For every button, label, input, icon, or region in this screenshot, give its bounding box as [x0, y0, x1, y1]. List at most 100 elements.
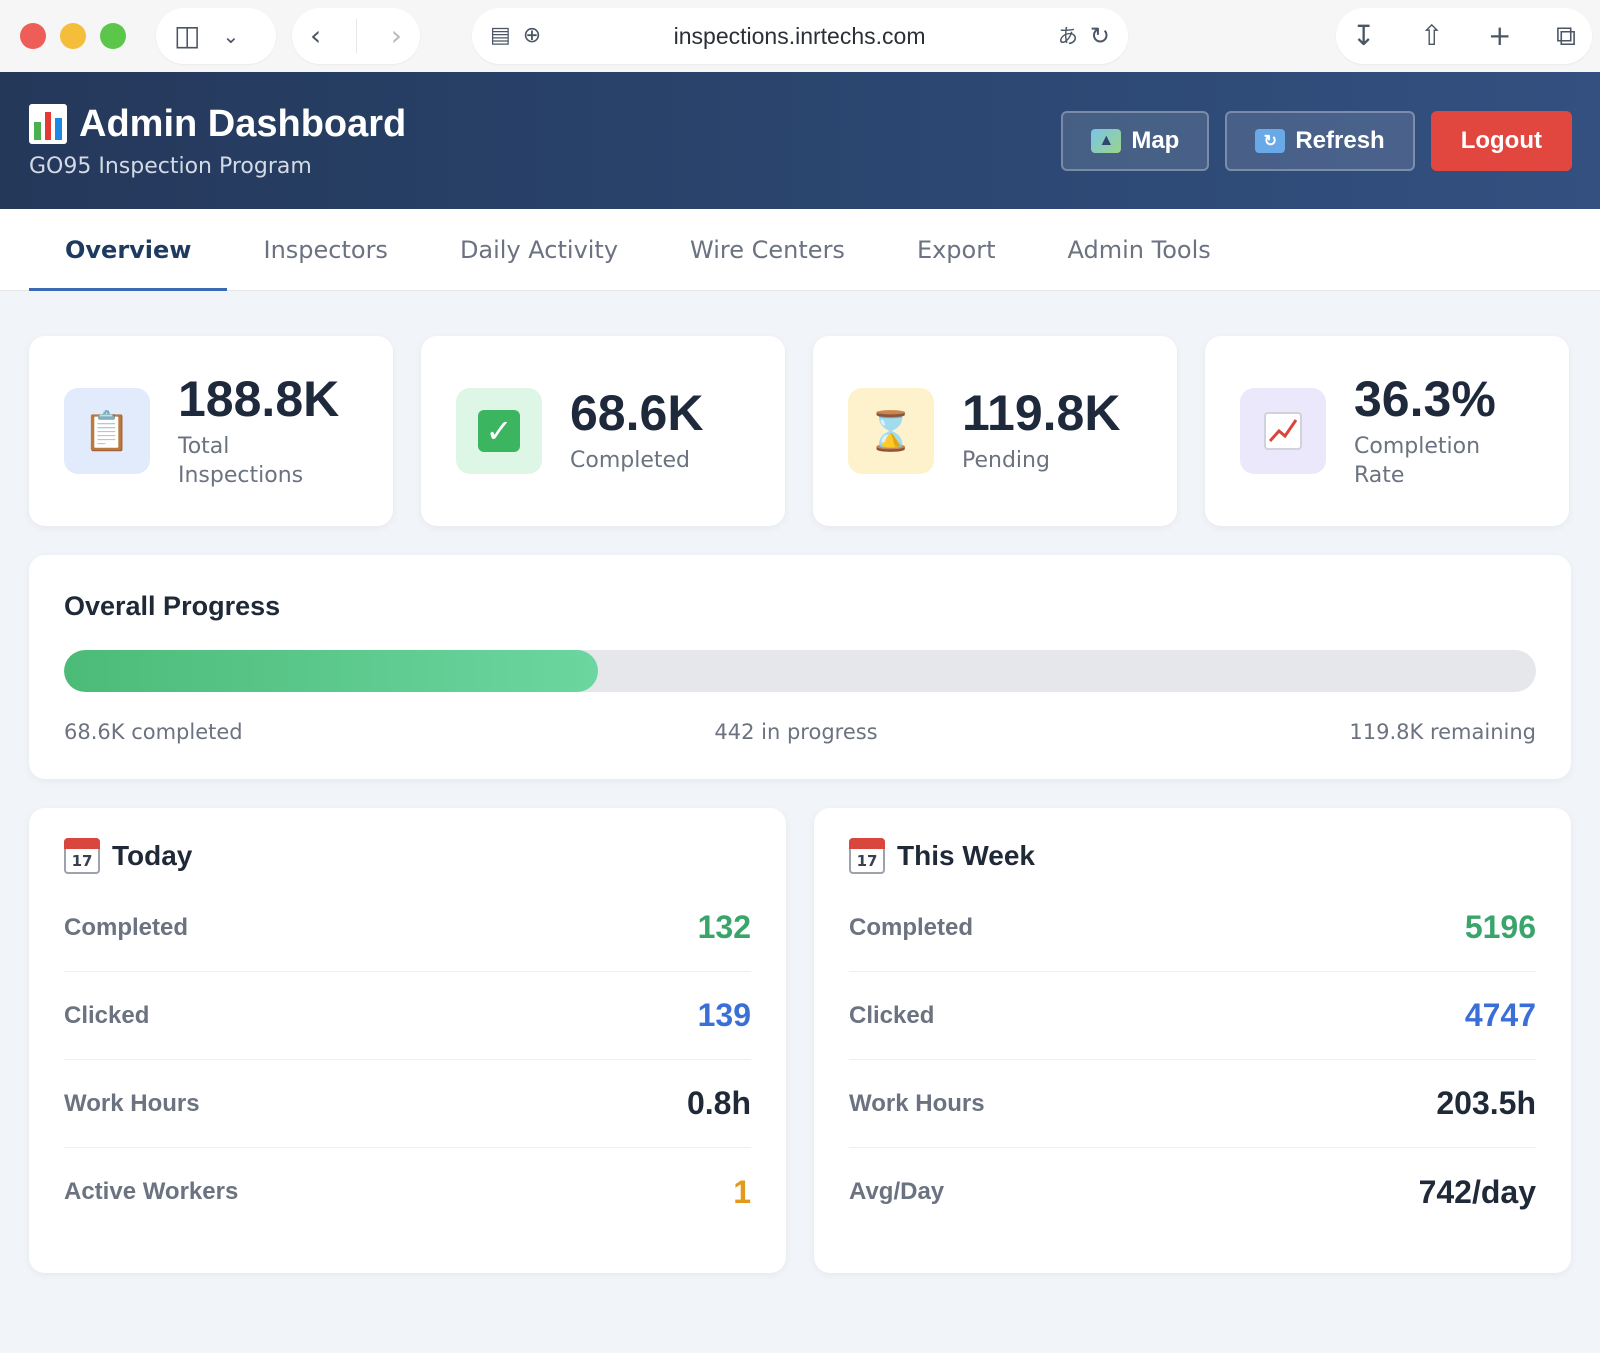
- refresh-button[interactable]: ↻ Refresh: [1225, 110, 1415, 171]
- logout-button[interactable]: Logout: [1430, 110, 1572, 171]
- overall-progress-card: Overall Progress 68.6K completed 442 in …: [29, 555, 1571, 779]
- tab-wire-centers[interactable]: Wire Centers: [690, 235, 845, 264]
- tab-admin-tools[interactable]: Admin Tools: [1067, 235, 1211, 264]
- week-row: Clicked 4747: [849, 972, 1536, 1060]
- check-mark-icon: ✓: [456, 388, 542, 474]
- week-title: This Week: [897, 840, 1035, 871]
- calendar-icon: 17: [849, 838, 885, 874]
- refresh-icon: ↻: [1255, 128, 1286, 153]
- map-button-label: Map: [1131, 126, 1180, 154]
- week-row-label: Avg/Day: [849, 1178, 945, 1205]
- week-row-value: 4747: [1464, 997, 1536, 1033]
- chevron-down-icon[interactable]: ⌄: [222, 24, 240, 48]
- stat-value: 188.8K: [178, 370, 340, 427]
- nav-divider: [355, 19, 357, 53]
- browser-actions: ↧ ⇧ + ⧉: [1336, 8, 1592, 64]
- address-bar[interactable]: ▤ ⊕ inspections.inrtechs.com あ ↻: [472, 8, 1128, 64]
- forward-icon[interactable]: ›: [390, 19, 402, 52]
- week-row-value: 5196: [1464, 909, 1536, 945]
- today-row-value: 1: [733, 1173, 751, 1210]
- week-row-value: 742/day: [1418, 1173, 1536, 1210]
- clipboard-icon: 📋: [64, 388, 150, 474]
- minimize-window-button[interactable]: [60, 23, 86, 49]
- app-header: Admin Dashboard GO95 Inspection Program …: [0, 72, 1600, 209]
- calendar-icon: 17: [64, 838, 100, 874]
- stats-row: 📋 188.8K Total Inspections ✓ 68.6K Compl…: [0, 291, 1600, 526]
- url-text[interactable]: inspections.inrtechs.com: [673, 22, 926, 49]
- tab-overview-icon[interactable]: ⧉: [1556, 19, 1576, 52]
- close-window-button[interactable]: [20, 23, 46, 49]
- progress-title: Overall Progress: [64, 591, 281, 621]
- reload-icon[interactable]: ↻: [1089, 22, 1110, 50]
- stat-card-completed: ✓ 68.6K Completed: [421, 336, 785, 526]
- progress-legend: 68.6K completed 442 in progress 119.8K r…: [64, 720, 1536, 744]
- week-row: Completed 5196: [849, 884, 1536, 972]
- progress-track: [64, 650, 1536, 692]
- today-row-label: Completed: [64, 913, 189, 941]
- stat-label: Completion Rate: [1354, 433, 1481, 488]
- stat-value: 36.3%: [1354, 370, 1496, 427]
- today-row-label: Active Workers: [64, 1178, 239, 1205]
- stat-card-rate: 36.3% Completion Rate: [1205, 336, 1569, 526]
- translate-icon[interactable]: あ: [1057, 24, 1078, 48]
- today-row: Completed 132: [64, 884, 751, 972]
- sidebar-icon[interactable]: ◫: [174, 19, 201, 52]
- window-controls: [20, 23, 126, 49]
- stat-card-pending: ⌛ 119.8K Pending: [813, 336, 1177, 526]
- week-row: Avg/Day 742/day: [849, 1148, 1536, 1236]
- today-row: Work Hours 0.8h: [64, 1060, 751, 1148]
- download-icon[interactable]: ↧: [1352, 19, 1376, 52]
- add-extension-icon[interactable]: ⊕: [522, 23, 542, 48]
- progress-fill: [64, 650, 599, 692]
- week-row: Work Hours 203.5h: [849, 1060, 1536, 1148]
- back-icon[interactable]: ‹: [310, 19, 322, 52]
- today-row-value: 139: [697, 997, 751, 1033]
- chart-up-icon: [1240, 388, 1326, 474]
- progress-remaining-text: 119.8K remaining: [1349, 720, 1536, 744]
- today-row-label: Work Hours: [64, 1089, 200, 1117]
- map-icon: ▲: [1091, 128, 1122, 153]
- stat-label: Pending: [962, 448, 1050, 474]
- week-row-label: Completed: [849, 913, 974, 941]
- today-row-value: 0.8h: [686, 1085, 751, 1121]
- header-actions: ▲ Map ↻ Refresh Logout: [1061, 110, 1572, 171]
- stat-label: Completed: [570, 448, 690, 474]
- map-button[interactable]: ▲ Map: [1061, 110, 1210, 171]
- week-card: 17 This Week Completed 5196 Clicked 4747 Wor…: [814, 808, 1571, 1273]
- page-subtitle: GO95 Inspection Program: [29, 153, 312, 179]
- stat-value: 119.8K: [962, 385, 1121, 442]
- today-row: Active Workers 1: [64, 1148, 751, 1236]
- today-row: Clicked 139: [64, 972, 751, 1060]
- zoom-window-button[interactable]: [100, 23, 126, 49]
- period-cards: 17 Today Completed 132 Clicked 139 Work Hour…: [29, 808, 1571, 1273]
- stat-label: Total Inspections: [178, 433, 304, 488]
- sidebar-toggle-group: ◫ ⌄: [156, 8, 276, 64]
- refresh-button-label: Refresh: [1295, 126, 1385, 154]
- progress-in-progress-text: 442 in progress: [714, 720, 878, 744]
- bar-chart-icon: [29, 104, 67, 144]
- today-card: 17 Today Completed 132 Clicked 139 Work Hour…: [29, 808, 786, 1273]
- page-title: Admin Dashboard: [79, 102, 407, 145]
- brand: Admin Dashboard GO95 Inspection Program: [29, 103, 406, 179]
- today-row-label: Clicked: [64, 1001, 150, 1029]
- tab-daily-activity[interactable]: Daily Activity: [459, 235, 619, 264]
- navigation-group: ‹ ›: [292, 8, 420, 64]
- tab-export[interactable]: Export: [916, 235, 996, 264]
- browser-chrome: ◫ ⌄ ‹ › ▤ ⊕ inspections.inrtechs.com あ ↻…: [0, 0, 1600, 72]
- week-row-label: Work Hours: [849, 1089, 985, 1117]
- tab-inspectors[interactable]: Inspectors: [263, 235, 388, 264]
- logout-button-label: Logout: [1460, 126, 1542, 154]
- stat-value: 68.6K: [570, 385, 704, 442]
- today-title: Today: [112, 840, 193, 871]
- tab-overview[interactable]: Overview: [29, 209, 228, 291]
- progress-completed-text: 68.6K completed: [64, 720, 243, 744]
- week-row-label: Clicked: [849, 1001, 935, 1029]
- today-row-value: 132: [697, 909, 751, 945]
- week-row-value: 203.5h: [1436, 1085, 1536, 1121]
- new-tab-icon[interactable]: +: [1488, 19, 1512, 52]
- hourglass-icon: ⌛: [848, 388, 934, 474]
- share-icon[interactable]: ⇧: [1420, 19, 1444, 52]
- reader-icon[interactable]: ▤: [490, 23, 511, 48]
- stat-card-total: 📋 188.8K Total Inspections: [29, 336, 393, 526]
- tab-bar: Overview Inspectors Daily Activity Wire …: [0, 209, 1600, 291]
